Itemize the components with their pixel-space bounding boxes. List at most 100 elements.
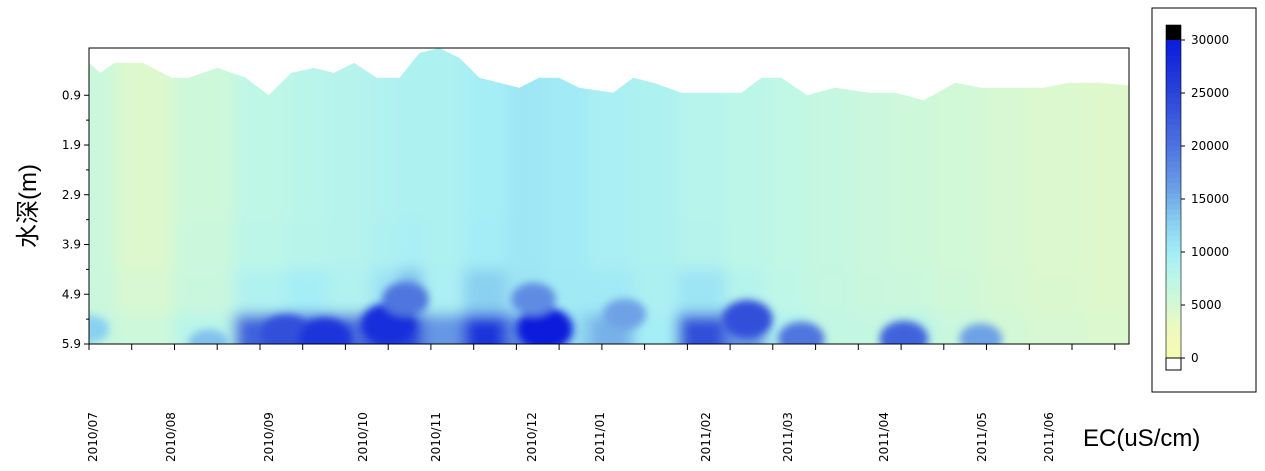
heatmap-cell: [1026, 219, 1086, 271]
heatmap-hotspot: [959, 323, 1003, 344]
colorbar-label: 0: [1191, 351, 1199, 365]
colorbar-step: [1166, 241, 1181, 248]
x-tick-label: 2010/08: [164, 412, 178, 462]
heatmap-cell: [889, 120, 934, 171]
colorbar-step: [1166, 183, 1181, 189]
heatmap-cell: [371, 120, 400, 171]
y-tick-label: 5.9: [62, 337, 81, 351]
heatmap-cell: [889, 219, 934, 271]
x-tick-label: 2010/11: [429, 412, 443, 462]
heatmap-cell: [1084, 219, 1129, 271]
heatmap-cell: [463, 169, 508, 221]
heatmap-cell: [116, 169, 175, 221]
x-tick-label: 2010/07: [86, 412, 100, 462]
colorbar-step: [1166, 252, 1181, 258]
colorbar-step: [1166, 347, 1181, 354]
heatmap-cell: [1084, 314, 1129, 344]
colorbar-label: 15000: [1191, 192, 1229, 206]
heatmap-plot-area: [89, 48, 1129, 344]
heatmap-cell: [422, 120, 465, 171]
heatmap-cell: [463, 219, 508, 271]
heatmap-cell: [422, 314, 465, 344]
heatmap-cell: [633, 120, 679, 171]
colorbar-step: [1166, 199, 1181, 205]
heatmap-cell: [677, 120, 727, 171]
colorbar-step: [1166, 135, 1181, 142]
heatmap-cell: [589, 169, 635, 221]
colorbar-labels: 30000 25000 20000 15000 10000 5000 0: [1181, 33, 1229, 365]
colorbar-step: [1166, 289, 1181, 295]
heatmap-hotspot: [722, 299, 773, 339]
plot-frame: [88, 47, 1130, 345]
colorbar-step: [1166, 246, 1181, 253]
heatmap-cell: [285, 120, 330, 171]
heatmap-cell: [765, 120, 810, 171]
x-tick-label: 2011/01: [593, 412, 607, 462]
heatmap-cell: [808, 120, 854, 171]
heatmap-cell: [173, 269, 236, 316]
x-tick-label: 2011/04: [877, 412, 891, 462]
colorbar-step: [1166, 71, 1181, 78]
colorbar-step: [1166, 119, 1181, 126]
colorbar-step: [1166, 45, 1181, 52]
y-tick-label: 3.9: [62, 238, 81, 252]
colorbar-step: [1166, 40, 1181, 46]
heatmap-cell: [677, 314, 727, 344]
x-tick-label: 2010/12: [525, 412, 539, 462]
heatmap-cell: [852, 269, 891, 316]
colorbar-step: [1166, 204, 1181, 211]
colorbar-max-swatch: [1166, 25, 1181, 40]
heatmap-cell: [808, 219, 854, 271]
heatmap-cell: [982, 169, 1028, 221]
heatmap-cell: [285, 219, 330, 271]
colorbar-step: [1166, 77, 1181, 83]
heatmap-cell: [633, 219, 679, 271]
heatmap-cell: [1026, 314, 1086, 344]
colorbar-step: [1166, 320, 1181, 327]
heatmap-cell: [285, 169, 330, 221]
y-tick-label: 2.9: [62, 188, 81, 202]
colorbar-step: [1166, 124, 1181, 131]
heatmap-cell: [463, 269, 508, 316]
heatmap-cell: [234, 120, 287, 171]
colorbar-step: [1166, 193, 1181, 200]
heatmap-cell: [1026, 120, 1086, 171]
colorbar-step: [1166, 294, 1181, 301]
heatmap-cell: [89, 269, 118, 316]
heatmap-cell: [328, 120, 372, 171]
heatmap-hotspot: [516, 307, 573, 344]
colorbar-step: [1166, 257, 1181, 264]
colorbar-step: [1166, 278, 1181, 285]
heatmap-cell: [422, 48, 465, 122]
heatmap-hotspot: [879, 320, 929, 344]
colorbar-step: [1166, 188, 1181, 195]
heatmap-cell: [371, 219, 400, 271]
heatmap-cell: [116, 219, 175, 271]
heatmap-cell: [506, 120, 546, 171]
x-tick-label: 2011/02: [699, 412, 713, 462]
colorbar-step: [1166, 140, 1181, 147]
x-tick-label: 2011/03: [781, 412, 795, 462]
heatmap-cell: [285, 48, 330, 122]
heatmap-cell: [463, 314, 508, 344]
colorbar-step: [1166, 66, 1181, 73]
colorbar-step: [1166, 262, 1181, 269]
heatmap-cell: [234, 269, 287, 316]
heatmap-cell: [506, 219, 546, 271]
heatmap-cell: [506, 169, 546, 221]
heatmap-cell: [371, 169, 400, 221]
heatmap-cell: [808, 269, 854, 316]
heatmap-hotspot: [778, 321, 825, 344]
colorbar-label: 5000: [1191, 298, 1222, 312]
y-tick-label: 0.9: [62, 88, 81, 102]
heatmap-cell: [1084, 120, 1129, 171]
heatmap-cell: [932, 120, 984, 171]
colorbar-label: 25000: [1191, 86, 1229, 100]
heatmap-hotspot: [89, 315, 110, 344]
heatmap-cell: [765, 219, 810, 271]
heatmap-cell: [1026, 269, 1086, 316]
heatmap-cell: [89, 219, 118, 271]
colorbar-step: [1166, 172, 1181, 179]
colorbar-step: [1166, 336, 1181, 343]
heatmap-cell: [328, 48, 372, 122]
